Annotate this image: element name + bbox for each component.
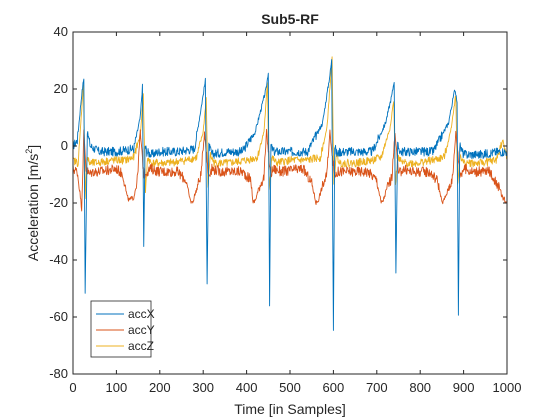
y-axis-label: Acceleration [m/s2] [24, 145, 41, 261]
x-axis-label: Time [in Samples] [234, 401, 346, 417]
x-tick-label: 500 [279, 380, 301, 395]
series-line-accz [72, 56, 508, 200]
y-tick-label: -80 [49, 366, 68, 381]
x-tick-label: 900 [453, 380, 475, 395]
legend: accX accY accZ [90, 300, 155, 358]
x-tick-label: 1000 [493, 380, 522, 395]
legend-label-accy: accY [128, 323, 155, 337]
y-tick-label: 0 [61, 138, 68, 153]
legend-label-accz: accZ [128, 339, 154, 353]
y-tick-label: -60 [49, 309, 68, 324]
series-line-accx [72, 59, 508, 331]
x-tick-label: 0 [69, 380, 76, 395]
x-tick-label: 100 [106, 380, 128, 395]
y-axis-label-main: Acceleration [m/s [25, 154, 41, 261]
x-tick-label: 300 [192, 380, 214, 395]
y-axis-label-end: ] [25, 145, 41, 149]
y-tick-label: -20 [49, 195, 68, 210]
legend-label-accx: accX [128, 307, 155, 321]
series-line-accy [72, 128, 508, 212]
y-axis-label-superscript: 2 [24, 149, 34, 154]
x-tick-label: 200 [149, 380, 171, 395]
y-axis: -80 -60 -40 -20 0 20 40 [49, 24, 507, 381]
x-tick-label: 700 [366, 380, 388, 395]
x-tick-label: 600 [323, 380, 345, 395]
x-tick-label: 800 [409, 380, 431, 395]
legend-box [90, 300, 152, 358]
x-tick-label: 400 [236, 380, 258, 395]
x-axis: 0 100 200 300 400 500 600 700 800 900 1000 [69, 32, 521, 395]
y-tick-label: 40 [54, 24, 68, 39]
series-layer [72, 56, 508, 331]
y-tick-label: 20 [54, 81, 68, 96]
y-tick-label: -40 [49, 252, 68, 267]
chart-title: Sub5-RF [261, 11, 319, 27]
